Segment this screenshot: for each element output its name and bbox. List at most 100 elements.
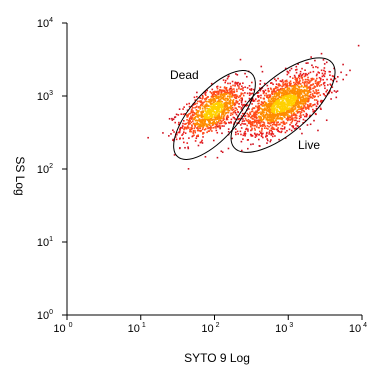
- data-point: [254, 129, 256, 131]
- data-point: [195, 115, 197, 118]
- data-point: [223, 121, 226, 124]
- data-point: [312, 70, 315, 73]
- data-point: [299, 99, 302, 102]
- data-point: [305, 94, 308, 97]
- data-point: [272, 116, 275, 118]
- data-point: [233, 102, 236, 105]
- data-point: [208, 123, 211, 125]
- data-point: [294, 82, 297, 85]
- data-point: [293, 108, 295, 111]
- data-point: [227, 76, 229, 78]
- data-point: [295, 114, 298, 117]
- data-point: [292, 114, 295, 116]
- data-point: [168, 135, 170, 137]
- data-point: [299, 101, 302, 104]
- data-point: [190, 117, 192, 119]
- data-point: [228, 91, 230, 94]
- data-point: [207, 101, 210, 103]
- data-point: [287, 104, 290, 107]
- data-point: [295, 127, 297, 130]
- data-point: [218, 92, 220, 94]
- data-point: [310, 105, 313, 108]
- data-point: [234, 131, 237, 134]
- data-point: [229, 87, 232, 90]
- data-point: [243, 123, 245, 125]
- data-point: [199, 120, 201, 123]
- data-point: [201, 110, 203, 113]
- data-point: [286, 86, 289, 89]
- data-point: [244, 100, 247, 103]
- data-point: [190, 121, 193, 124]
- data-point: [206, 115, 209, 117]
- data-point: [241, 120, 244, 122]
- data-point: [251, 103, 253, 105]
- data-point: [274, 90, 276, 93]
- data-point: [200, 119, 202, 121]
- data-point: [217, 106, 220, 108]
- data-point: [215, 97, 218, 100]
- data-point: [280, 80, 283, 83]
- data-point: [320, 108, 322, 111]
- data-point: [176, 133, 178, 136]
- data-point: [270, 118, 273, 121]
- data-point: [278, 131, 281, 133]
- data-point: [171, 117, 173, 120]
- data-point: [282, 120, 285, 123]
- data-point: [254, 124, 256, 127]
- data-point: [220, 103, 223, 105]
- data-point: [258, 99, 260, 102]
- data-point: [304, 69, 306, 72]
- data-point: [329, 74, 331, 76]
- data-point: [209, 127, 211, 129]
- data-point: [258, 126, 260, 129]
- data-point: [320, 69, 323, 72]
- data-point: [240, 127, 243, 129]
- data-point: [229, 93, 232, 96]
- data-point: [315, 90, 318, 92]
- data-point: [206, 97, 208, 99]
- data-point: [208, 105, 210, 107]
- data-point: [260, 107, 262, 110]
- data-point: [296, 77, 298, 80]
- data-point: [329, 71, 331, 73]
- data-point: [310, 56, 312, 58]
- data-point: [286, 85, 288, 88]
- data-point: [296, 84, 299, 87]
- data-point: [258, 121, 261, 124]
- data-point: [299, 70, 302, 73]
- data-point: [283, 98, 285, 100]
- data-point: [234, 118, 236, 120]
- data-point: [221, 106, 224, 108]
- data-point: [292, 99, 295, 102]
- data-point: [258, 111, 261, 114]
- data-point: [285, 79, 288, 82]
- data-point: [298, 90, 300, 92]
- data-point: [296, 90, 299, 92]
- data-point: [325, 90, 328, 93]
- data-point: [181, 125, 184, 127]
- data-point: [174, 116, 177, 118]
- data-point: [183, 141, 185, 144]
- data-point: [172, 138, 175, 141]
- data-point: [218, 99, 220, 101]
- data-point: [268, 125, 270, 128]
- data-point: [202, 132, 204, 134]
- data-point: [261, 119, 264, 121]
- data-point: [305, 108, 307, 110]
- data-point: [296, 112, 299, 114]
- data-point: [291, 92, 293, 95]
- data-point: [302, 98, 304, 101]
- data-point: [315, 89, 317, 91]
- data-point: [293, 112, 295, 114]
- data-point: [201, 114, 203, 116]
- data-point: [263, 82, 266, 85]
- data-point: [316, 102, 319, 104]
- data-point: [238, 99, 241, 101]
- data-point: [280, 94, 283, 97]
- data-point: [301, 96, 304, 98]
- data-point: [342, 78, 344, 81]
- data-point: [188, 113, 190, 115]
- data-point: [273, 109, 276, 111]
- data-point: [304, 94, 306, 97]
- data-point: [223, 118, 225, 121]
